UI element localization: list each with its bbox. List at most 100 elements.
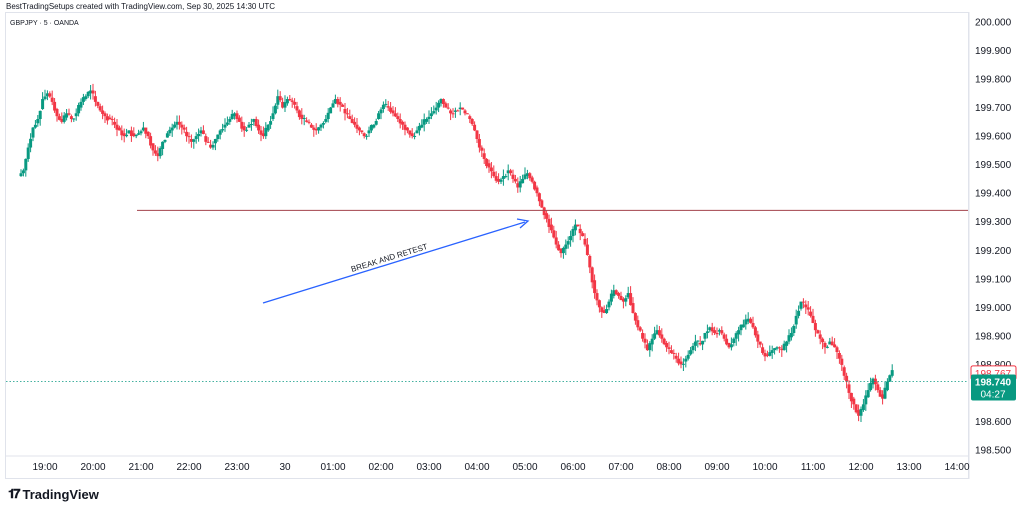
candle-body [353, 121, 357, 125]
candle-body [261, 133, 265, 137]
candle-body [446, 107, 450, 109]
candle-body [408, 130, 412, 135]
candle-body [703, 333, 707, 339]
symbol-label: GBPJPY · 5 · OANDA [10, 20, 79, 27]
candle-body [379, 109, 383, 114]
candle-body [535, 187, 539, 194]
candle-body [91, 90, 95, 94]
candle-body [593, 280, 597, 294]
candle-body [79, 101, 83, 108]
candle-body [173, 124, 177, 128]
candle-body [254, 119, 258, 126]
candle-body [158, 148, 162, 157]
candle-body [660, 334, 664, 339]
candle-body [763, 352, 767, 357]
price-tick-label: 199.000 [975, 303, 1012, 314]
candle-body [650, 338, 654, 345]
candle-body [686, 354, 690, 359]
candle-body [297, 110, 301, 118]
candle-body [482, 153, 486, 159]
candle-body [427, 116, 431, 120]
candle-body [329, 107, 333, 114]
candle-body [50, 97, 54, 102]
candle-body [792, 325, 796, 334]
candle-body [693, 341, 697, 346]
candle-body [132, 133, 136, 137]
candle-body [336, 99, 340, 105]
candle-body [866, 390, 870, 398]
candle-body [470, 119, 474, 125]
candle-body [444, 103, 448, 108]
candle-body [684, 358, 688, 362]
candle-body [437, 102, 441, 108]
time-tick-label: 03:00 [416, 462, 441, 473]
price-axis: 200.000 199.900 199.800 199.700 199.600 199.5… [968, 12, 1012, 479]
candle-body [391, 110, 395, 114]
candle-body [161, 141, 165, 149]
candle-body [84, 96, 88, 100]
candle-body [705, 331, 709, 334]
candle-body [765, 354, 769, 356]
candle-body [537, 193, 541, 202]
candle-body [506, 170, 510, 174]
candle-body [583, 238, 587, 245]
candle-body [319, 124, 323, 128]
candle-body [612, 290, 616, 296]
candle-body [751, 323, 755, 328]
candle-body [266, 124, 270, 131]
candle-body [53, 101, 57, 111]
candle-body [415, 130, 419, 134]
candle-body [425, 119, 429, 122]
candle-body [885, 381, 889, 391]
candle-body [163, 139, 167, 142]
candle-body [609, 293, 613, 302]
candle-body [753, 327, 757, 336]
candle-body [312, 127, 316, 130]
candle-body [362, 133, 366, 137]
candle-body [201, 130, 205, 134]
candle-body [878, 390, 882, 397]
candle-body [720, 330, 724, 334]
candle-body [614, 290, 618, 295]
candle-body [187, 136, 191, 138]
candle-body [199, 130, 203, 134]
candle-body [81, 97, 85, 102]
candle-body [403, 124, 407, 130]
candle-body [278, 96, 282, 101]
tradingview-logo[interactable]: 𝟏𝟕 TradingView [8, 486, 99, 502]
candle-body [854, 404, 858, 413]
candle-body [636, 320, 640, 328]
candle-body [746, 318, 750, 322]
candle-body [871, 378, 875, 385]
candle-body [115, 124, 119, 130]
candle-body [672, 352, 676, 354]
candle-body [545, 213, 549, 219]
time-tick-label: 09:00 [704, 462, 729, 473]
candle-body [830, 341, 834, 346]
candle-body [355, 124, 359, 129]
candle-body [314, 129, 318, 131]
candle-body [782, 343, 786, 351]
candle-body [168, 129, 172, 134]
candle-body [230, 113, 234, 120]
time-tick-label: 13:00 [896, 462, 921, 473]
candle-body [521, 178, 525, 184]
candle-body [773, 348, 777, 351]
candle-body [749, 318, 753, 323]
candle-body [777, 347, 781, 349]
tradingview-logo-text: TradingView [22, 486, 99, 502]
candle-body [259, 130, 263, 135]
candle-body [422, 119, 426, 125]
time-tick-label: 30 [279, 462, 291, 473]
candle-body [396, 116, 400, 120]
candle-body [710, 327, 714, 332]
candle-body [271, 113, 275, 120]
candle-body [549, 224, 553, 231]
candle-body [787, 335, 791, 342]
candle-body [333, 99, 337, 104]
candle-body [398, 119, 402, 124]
candle-body [533, 181, 537, 190]
price-tick-label: 199.700 [975, 103, 1012, 114]
candle-body [381, 104, 385, 110]
